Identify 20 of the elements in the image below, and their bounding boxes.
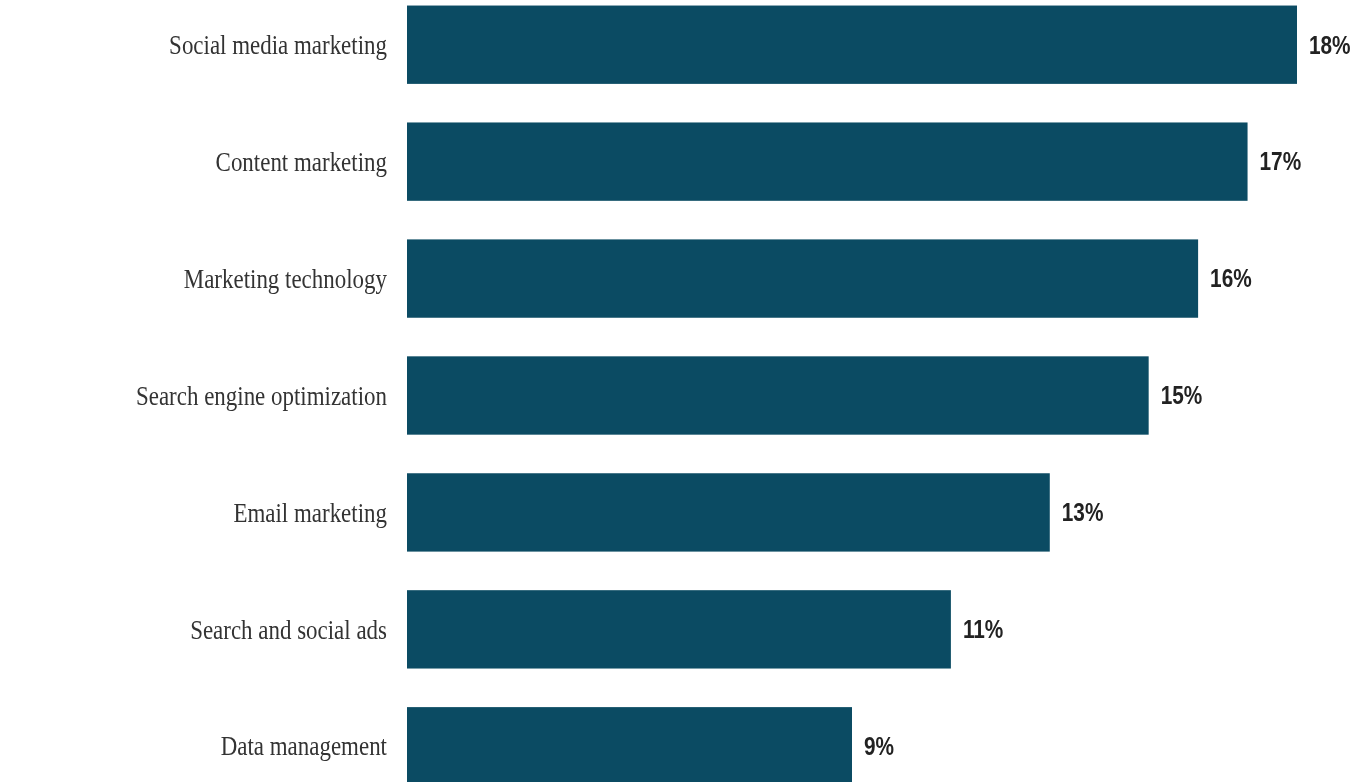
y-tick-label: Content marketing bbox=[215, 147, 388, 177]
data-label: 16% bbox=[1210, 264, 1252, 293]
y-tick-label: Marketing technology bbox=[183, 264, 388, 294]
data-label: 15% bbox=[1160, 381, 1203, 410]
data-label: 17% bbox=[1259, 147, 1302, 176]
bar bbox=[407, 239, 1199, 318]
data-label: 18% bbox=[1309, 30, 1351, 60]
data-label: 9% bbox=[864, 731, 895, 761]
bar bbox=[407, 5, 1297, 84]
y-tick-label: Data management bbox=[220, 731, 388, 761]
data-label: 11% bbox=[962, 615, 1004, 644]
y-tick-label: Search engine optimization bbox=[136, 380, 388, 411]
bar bbox=[407, 122, 1248, 201]
bar bbox=[407, 473, 1050, 552]
y-tick-label: Email marketing bbox=[233, 497, 388, 527]
bar bbox=[407, 590, 951, 669]
data-label: 13% bbox=[1061, 498, 1104, 527]
bar bbox=[407, 356, 1149, 435]
y-tick-label: Search and social ads bbox=[190, 614, 387, 644]
y-tick-label: Social media marketing bbox=[169, 30, 388, 60]
